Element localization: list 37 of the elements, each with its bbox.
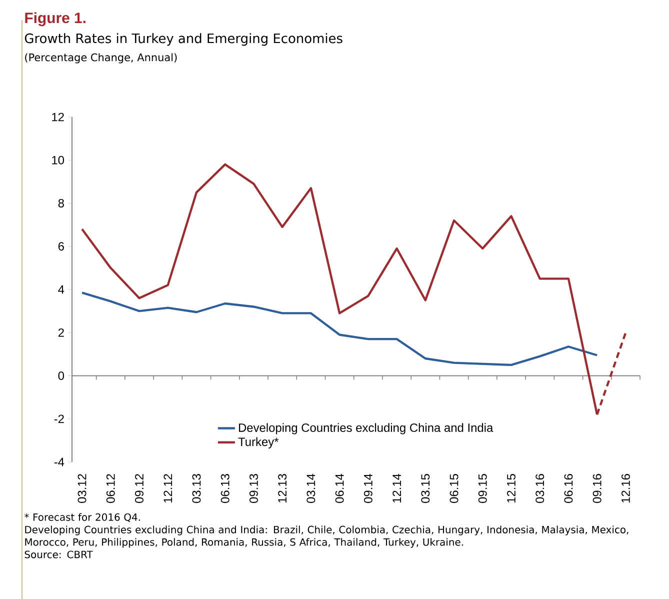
x-tick-label: 12.16 bbox=[621, 474, 630, 503]
chart-subtitle: Growth Rates in Turkey and Emerging Economies bbox=[24, 33, 342, 46]
x-tick-label: 12.14 bbox=[392, 474, 401, 503]
x-tick-label: 03.13 bbox=[192, 474, 201, 503]
x-tick-label: 09.15 bbox=[478, 474, 487, 503]
x-tick-label: 12.12 bbox=[164, 474, 172, 503]
x-tick-label: 06.15 bbox=[450, 474, 458, 503]
chart-title: Figure 1. bbox=[25, 12, 86, 26]
text: (Percentage Change, Annual) bbox=[25, 53, 177, 64]
x-tick-label: 12.13 bbox=[278, 474, 287, 503]
x-tick-label: 03.16 bbox=[536, 474, 544, 503]
x-tick-label: 09.14 bbox=[364, 474, 372, 503]
x-tick-label: 06.16 bbox=[564, 474, 573, 503]
x-tick-label: 03.12 bbox=[78, 474, 86, 503]
x-tick-label: 03.15 bbox=[421, 474, 430, 503]
y-tick-label: 4 bbox=[58, 285, 64, 294]
x-tick-label: 09.16 bbox=[592, 474, 602, 503]
x-tick-label: 03.14 bbox=[306, 474, 316, 503]
y-tick-label: 2 bbox=[58, 328, 64, 337]
source-note: Source: CBRT bbox=[24, 550, 93, 558]
x-tick-label: 06.12 bbox=[106, 474, 115, 503]
x-tick-label: 09.13 bbox=[249, 474, 258, 503]
y-tick-label: 10 bbox=[52, 156, 64, 164]
y-tick-label: 12 bbox=[52, 112, 64, 122]
y-tick-label: -2 bbox=[54, 414, 64, 424]
x-tick-label: 06.14 bbox=[335, 474, 344, 503]
x-tick-label: 09.12 bbox=[135, 474, 144, 503]
y-tick-label: 6 bbox=[58, 242, 64, 251]
text: * Forecast for 2016 Q4. bbox=[24, 513, 140, 522]
y-tick-label: -4 bbox=[54, 458, 64, 466]
x-tick-label: 06.13 bbox=[220, 474, 230, 503]
y-tick-label: 8 bbox=[58, 199, 64, 208]
legend-label: Developing Countries excluding China and India bbox=[238, 423, 494, 434]
x-tick-label: 12.15 bbox=[507, 474, 516, 503]
y-tick-label: 0 bbox=[58, 372, 64, 380]
text: Developing Countries excluding China and India: Brazil, Chile, Colombia, Czechia, Hungary, Indonesia, Malaysia, Mexico, Morocco, Peru, Philippines, Poland, Romania, Russia, S Africa, Thailand, Turkey, Ukraine. bbox=[25, 526, 628, 548]
legend-label: Turkey* bbox=[238, 437, 279, 448]
